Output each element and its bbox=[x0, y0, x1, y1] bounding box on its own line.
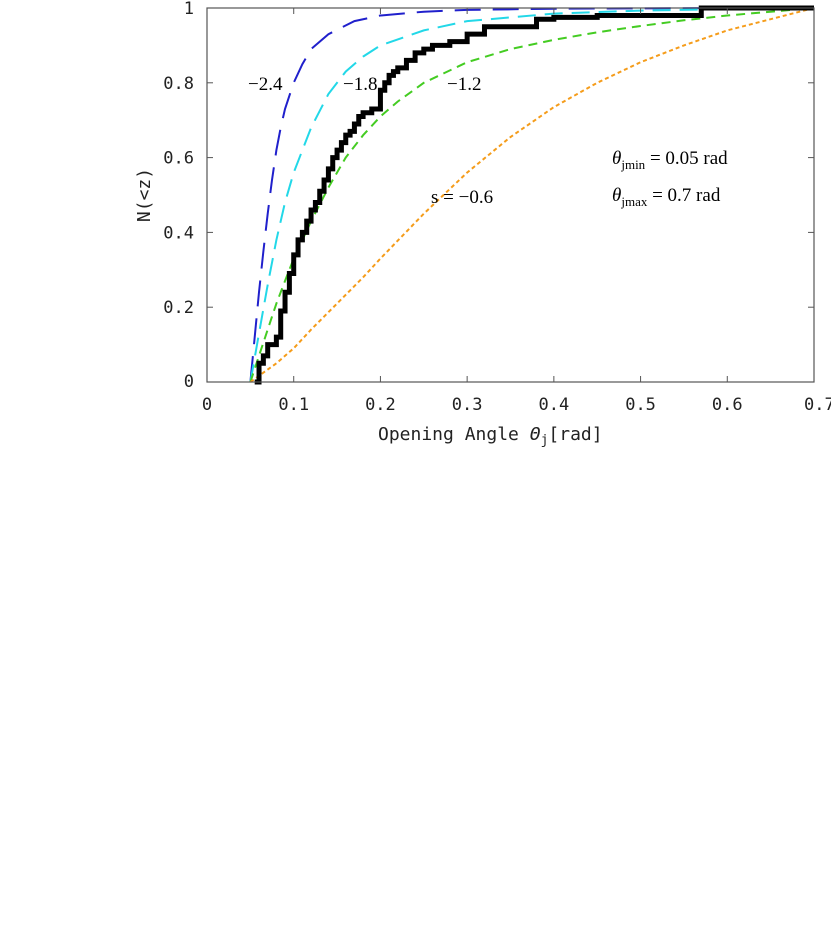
label-s-minus-1-8: −1.8 bbox=[343, 74, 377, 95]
x-axis-title: Opening Angle Θj[rad] bbox=[378, 424, 603, 448]
theta-jmin-annotation: θjmin = 0.05 rad bbox=[612, 148, 728, 172]
x-tick-label: 0.1 bbox=[278, 395, 309, 415]
x-tick-label: 0 bbox=[202, 395, 212, 415]
x-tick-label: 0.6 bbox=[712, 395, 743, 415]
x-tick-label: 0.7 bbox=[804, 395, 831, 415]
plot-frame bbox=[206, 7, 815, 383]
x-tick-label: 0.4 bbox=[538, 395, 569, 415]
y-tick-label: 0.2 bbox=[163, 298, 194, 318]
series-line-0 bbox=[249, 7, 814, 383]
y-axis-title: N(<z) bbox=[134, 168, 155, 222]
y-tick-label: 0 bbox=[184, 372, 194, 392]
y-tick-label: 0.8 bbox=[163, 74, 194, 94]
curves-layer bbox=[249, 5, 815, 385]
ticks-layer: 0 0.1 0.2 0.3 0.4 0.5 0.6 0.7 0 0.2 0.4 0.6 0.8 1 bbox=[163, 0, 831, 415]
x-tick-label: 0.2 bbox=[365, 395, 396, 415]
y-tick-label: 0.6 bbox=[163, 149, 194, 169]
series-line-3 bbox=[249, 7, 815, 383]
x-tick-label: 0.3 bbox=[452, 395, 483, 415]
label-s-minus-0-6: s = −0.6 bbox=[431, 187, 493, 208]
series-line-4 bbox=[254, 5, 814, 385]
label-s-minus-1-2: −1.2 bbox=[447, 74, 481, 95]
theta-jmax-annotation: θjmax = 0.7 rad bbox=[612, 185, 721, 209]
series-line-2 bbox=[249, 7, 815, 383]
y-tick-label: 1 bbox=[184, 0, 194, 19]
label-s-minus-2-4: −2.4 bbox=[248, 74, 283, 95]
y-tick-label: 0.4 bbox=[163, 223, 194, 243]
series-line-1 bbox=[249, 7, 815, 383]
x-tick-label: 0.5 bbox=[625, 395, 656, 415]
